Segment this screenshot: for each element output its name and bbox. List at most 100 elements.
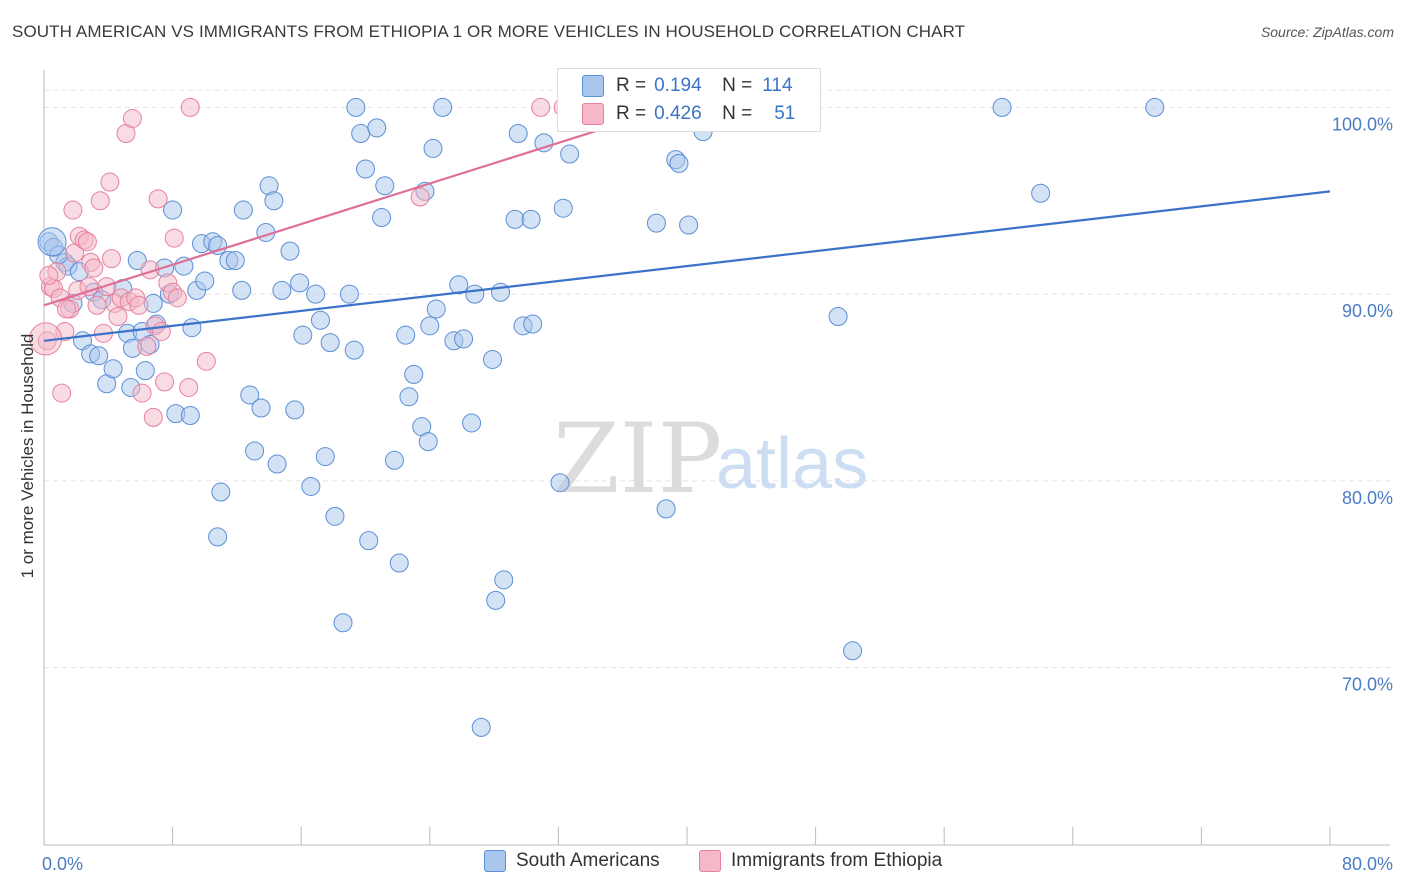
legend-n-label: N = xyxy=(722,103,753,124)
point-south-american xyxy=(992,97,1012,117)
point-south-american xyxy=(389,553,409,573)
y-tick-labels: 70.0% 80.0% 90.0% 100.0% xyxy=(1332,114,1393,694)
point-ethiopia xyxy=(179,377,199,397)
point-south-american xyxy=(285,400,305,420)
point-south-american xyxy=(290,273,310,293)
point-ethiopia xyxy=(100,172,120,192)
legend-r-label: R = xyxy=(616,75,647,96)
point-south-american xyxy=(251,398,271,418)
point-ethiopia xyxy=(57,299,77,319)
point-south-american xyxy=(828,307,848,327)
point-ethiopia xyxy=(129,295,149,315)
point-south-american xyxy=(103,359,123,379)
point-south-american xyxy=(669,153,689,173)
point-south-american xyxy=(359,531,379,551)
point-south-american xyxy=(351,123,371,143)
trend-line-ethiopia xyxy=(43,106,672,307)
y-tick-label: 70.0% xyxy=(1342,675,1393,695)
watermark-atlas: atlas xyxy=(716,424,868,504)
point-south-american xyxy=(280,241,300,261)
y-tick-label: 100.0% xyxy=(1332,114,1393,134)
point-south-american xyxy=(384,450,404,470)
point-ethiopia xyxy=(164,228,184,248)
point-south-american xyxy=(505,209,525,229)
point-south-american xyxy=(272,280,292,300)
point-south-american xyxy=(293,325,313,345)
point-south-american xyxy=(346,97,366,117)
point-ethiopia xyxy=(132,383,152,403)
watermark-zip: ZIP xyxy=(553,403,722,515)
point-south-american xyxy=(225,250,245,270)
point-ethiopia xyxy=(84,258,104,278)
point-ethiopia xyxy=(122,109,142,129)
point-south-american xyxy=(325,506,345,526)
point-ethiopia xyxy=(52,383,72,403)
y-axis-label: 1 or more Vehicles in Household xyxy=(18,334,37,579)
bottom-legend-swatch xyxy=(699,850,721,872)
point-south-american xyxy=(267,454,287,474)
trend-line-south-americans xyxy=(43,190,1331,342)
point-south-american xyxy=(320,333,340,353)
point-ethiopia xyxy=(137,336,157,356)
legend-swatch-ethiopia xyxy=(582,103,604,125)
bottom-legend-swatch xyxy=(484,850,506,872)
point-south-american xyxy=(449,275,469,295)
point-south-american xyxy=(433,97,453,117)
point-ethiopia xyxy=(63,200,83,220)
point-south-american xyxy=(208,527,228,547)
series-ethiopia xyxy=(29,97,573,427)
legend-r-value: 0.426 xyxy=(654,103,702,124)
point-south-american xyxy=(375,176,395,196)
point-south-american xyxy=(333,613,353,633)
x-tick-label: 0.0% xyxy=(42,854,83,874)
point-south-american xyxy=(182,318,202,338)
point-south-american xyxy=(560,144,580,164)
point-south-american xyxy=(264,191,284,211)
point-ethiopia xyxy=(410,187,430,207)
chart-title: SOUTH AMERICAN VS IMMIGRANTS FROM ETHIOP… xyxy=(12,22,966,41)
point-ethiopia xyxy=(151,321,171,341)
point-ethiopia xyxy=(148,189,168,209)
legend-swatch-south-americans xyxy=(582,75,604,97)
point-south-american xyxy=(521,209,541,229)
point-south-american xyxy=(423,138,443,158)
bottom-legend-south-americans: South Americans xyxy=(484,850,660,872)
point-south-american xyxy=(127,250,147,270)
point-south-american xyxy=(163,200,183,220)
point-south-american xyxy=(471,717,491,737)
point-ethiopia xyxy=(77,232,97,252)
legend-n-value: 114 xyxy=(762,75,793,96)
point-south-american xyxy=(418,432,438,452)
point-ethiopia xyxy=(155,372,175,392)
y-tick-label: 80.0% xyxy=(1342,488,1393,508)
point-ethiopia xyxy=(90,191,110,211)
point-south-american xyxy=(553,198,573,218)
point-south-american xyxy=(37,227,67,257)
legend-row-south-americans: R = 0.194 N = 114 xyxy=(582,71,793,101)
point-south-american xyxy=(404,364,424,384)
point-south-american xyxy=(306,284,326,304)
point-south-american xyxy=(301,476,321,496)
point-south-american xyxy=(1145,97,1165,117)
point-south-american xyxy=(550,473,570,493)
point-south-american xyxy=(315,447,335,467)
point-south-american xyxy=(462,413,482,433)
point-south-american xyxy=(211,482,231,502)
point-south-american xyxy=(646,213,666,233)
point-south-american xyxy=(135,361,155,381)
point-ethiopia xyxy=(79,277,99,297)
legend-n-label: N = xyxy=(722,75,753,96)
point-south-american xyxy=(89,346,109,366)
point-south-american xyxy=(180,405,200,425)
point-south-american xyxy=(310,310,330,330)
point-ethiopia xyxy=(196,351,216,371)
point-south-american xyxy=(508,123,528,143)
x-tick-labels: 0.0% 80.0% xyxy=(42,854,1393,874)
point-south-american xyxy=(843,641,863,661)
legend-r-label: R = xyxy=(616,103,647,124)
point-ethiopia xyxy=(180,97,200,117)
y-tick-label: 90.0% xyxy=(1342,301,1393,321)
point-south-american xyxy=(232,280,252,300)
point-south-american xyxy=(233,200,253,220)
